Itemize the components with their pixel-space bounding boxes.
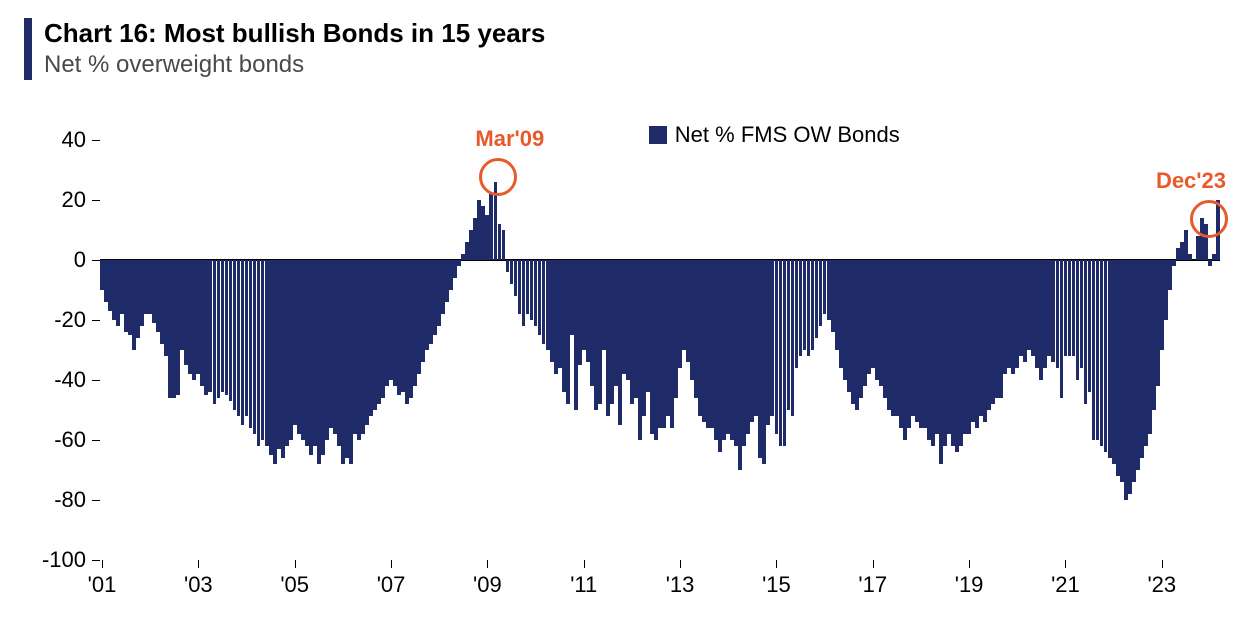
plot-area: -100-80-60-40-2002040'01'03'05'07'09'11'… <box>100 140 1220 560</box>
x-tick-label: '17 <box>843 572 903 598</box>
x-tick-label: '03 <box>168 572 228 598</box>
bar <box>1208 260 1212 266</box>
x-tick-label: '01 <box>72 572 132 598</box>
x-tick-mark <box>873 560 874 568</box>
x-tick-label: '21 <box>1035 572 1095 598</box>
legend: Net % FMS OW Bonds <box>649 122 900 148</box>
annotation-circle <box>1190 200 1228 238</box>
legend-label: Net % FMS OW Bonds <box>675 122 900 148</box>
x-tick-mark <box>680 560 681 568</box>
x-tick-mark <box>198 560 199 568</box>
title-block: Chart 16: Most bullish Bonds in 15 years… <box>24 18 545 80</box>
y-tick-label: 40 <box>16 127 86 153</box>
bar <box>502 230 506 260</box>
x-tick-mark <box>1162 560 1163 568</box>
x-tick-mark <box>584 560 585 568</box>
x-tick-mark <box>391 560 392 568</box>
x-tick-mark <box>487 560 488 568</box>
x-tick-mark <box>1065 560 1066 568</box>
annotation-label: Mar'09 <box>475 126 544 152</box>
x-tick-label: '11 <box>554 572 614 598</box>
y-tick-label: -20 <box>16 307 86 333</box>
y-tick-mark <box>92 260 100 261</box>
x-tick-label: '05 <box>265 572 325 598</box>
title-accent-marker <box>24 18 32 80</box>
y-tick-label: 0 <box>16 247 86 273</box>
y-tick-label: -40 <box>16 367 86 393</box>
chart-container: Chart 16: Most bullish Bonds in 15 years… <box>0 0 1248 630</box>
x-tick-label: '23 <box>1132 572 1192 598</box>
x-tick-mark <box>295 560 296 568</box>
x-tick-label: '07 <box>361 572 421 598</box>
y-tick-label: -100 <box>16 547 86 573</box>
x-tick-mark <box>776 560 777 568</box>
y-tick-mark <box>92 440 100 441</box>
x-tick-label: '19 <box>939 572 999 598</box>
bar <box>1172 260 1176 266</box>
x-tick-label: '09 <box>457 572 517 598</box>
x-tick-mark <box>102 560 103 568</box>
y-tick-mark <box>92 560 100 561</box>
bar <box>457 260 461 266</box>
x-tick-label: '15 <box>746 572 806 598</box>
x-tick-mark <box>969 560 970 568</box>
title-text-group: Chart 16: Most bullish Bonds in 15 years… <box>44 18 545 79</box>
y-tick-mark <box>92 380 100 381</box>
y-tick-mark <box>92 500 100 501</box>
y-tick-mark <box>92 140 100 141</box>
y-tick-label: -80 <box>16 487 86 513</box>
y-tick-mark <box>92 320 100 321</box>
bar <box>1188 254 1192 260</box>
x-tick-label: '13 <box>650 572 710 598</box>
legend-swatch <box>649 126 667 144</box>
chart-title: Chart 16: Most bullish Bonds in 15 years <box>44 18 545 49</box>
annotation-circle <box>479 158 517 196</box>
chart-subtitle: Net % overweight bonds <box>44 51 545 79</box>
y-tick-mark <box>92 200 100 201</box>
annotation-label: Dec'23 <box>1156 168 1226 194</box>
y-tick-label: 20 <box>16 187 86 213</box>
y-tick-label: -60 <box>16 427 86 453</box>
